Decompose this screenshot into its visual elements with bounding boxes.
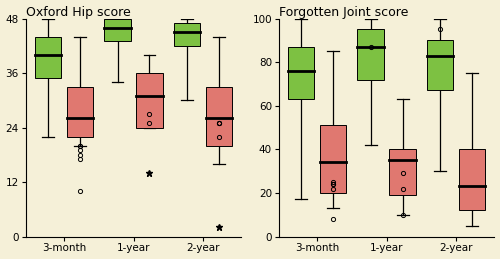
Bar bbox=[174, 23, 200, 46]
Bar bbox=[67, 87, 93, 136]
Bar bbox=[104, 19, 130, 41]
Bar bbox=[136, 73, 162, 127]
Bar bbox=[35, 37, 61, 78]
Bar bbox=[459, 149, 485, 210]
Bar bbox=[427, 40, 454, 90]
Bar bbox=[206, 87, 232, 146]
Bar bbox=[320, 125, 346, 193]
Bar bbox=[390, 149, 416, 195]
Bar bbox=[288, 47, 314, 99]
Bar bbox=[358, 30, 384, 80]
Text: Oxford Hip score: Oxford Hip score bbox=[26, 5, 130, 19]
Text: Forgotten Joint score: Forgotten Joint score bbox=[279, 5, 408, 19]
